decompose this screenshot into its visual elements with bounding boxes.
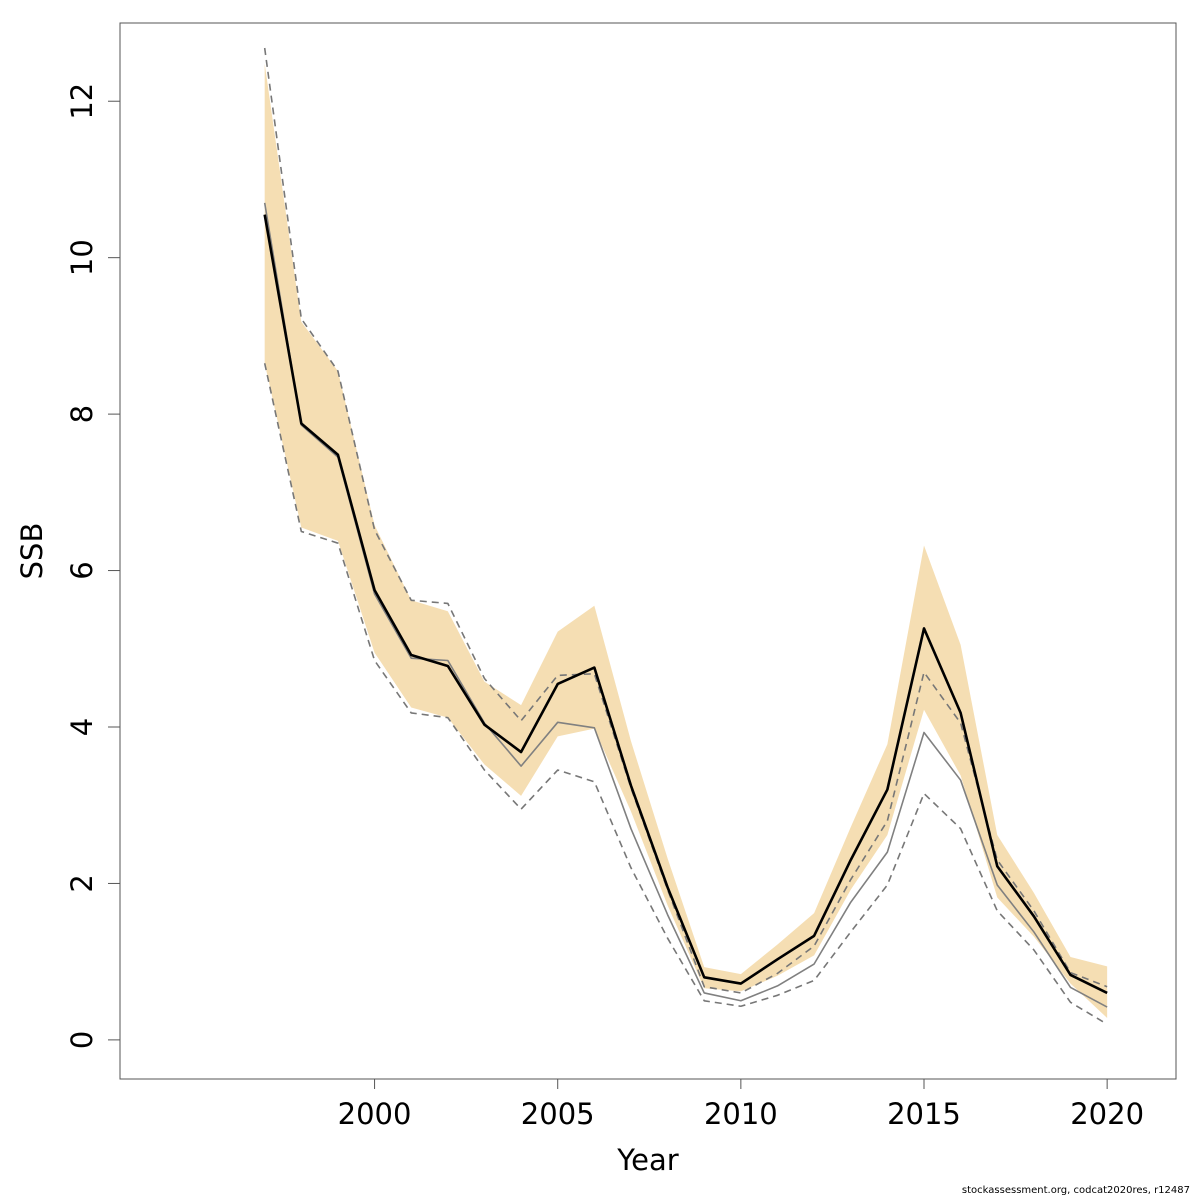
plot-frame — [119, 22, 1177, 1080]
x-tick-label: 2000 — [338, 1097, 412, 1131]
x-tick-label: 2010 — [704, 1097, 778, 1131]
y-tick-label: 8 — [65, 405, 99, 423]
y-tick-label: 6 — [65, 561, 99, 579]
x-tick-label: 2005 — [521, 1097, 595, 1131]
y-axis-title: SSB — [15, 523, 49, 580]
confidence-band — [264, 63, 1108, 1018]
series-line-layer — [263, 47, 1108, 1025]
dashed-bound-line-2 — [263, 363, 1108, 1025]
dashed-bound-line-1 — [263, 47, 1108, 994]
y-tick-label: 2 — [65, 874, 99, 892]
x-axis: 2000 2005 2010 2015 2020 — [338, 1079, 1144, 1131]
thin-estimate-line — [263, 202, 1108, 1008]
x-tick-label: 2020 — [1070, 1097, 1144, 1131]
confidence-band-layer — [264, 63, 1108, 1018]
footnote: stockassessment.org, codcat2020res, r124… — [961, 1185, 1190, 1196]
y-tick-label: 0 — [65, 1031, 99, 1049]
x-axis-title: Year — [616, 1143, 678, 1177]
y-tick-label: 4 — [65, 718, 99, 736]
y-axis: 0 2 4 6 8 10 12 — [65, 83, 120, 1049]
y-tick-label: 12 — [65, 83, 99, 120]
x-tick-label: 2015 — [887, 1097, 961, 1131]
y-tick-label: 10 — [65, 239, 99, 276]
main-estimate-line — [263, 214, 1108, 995]
